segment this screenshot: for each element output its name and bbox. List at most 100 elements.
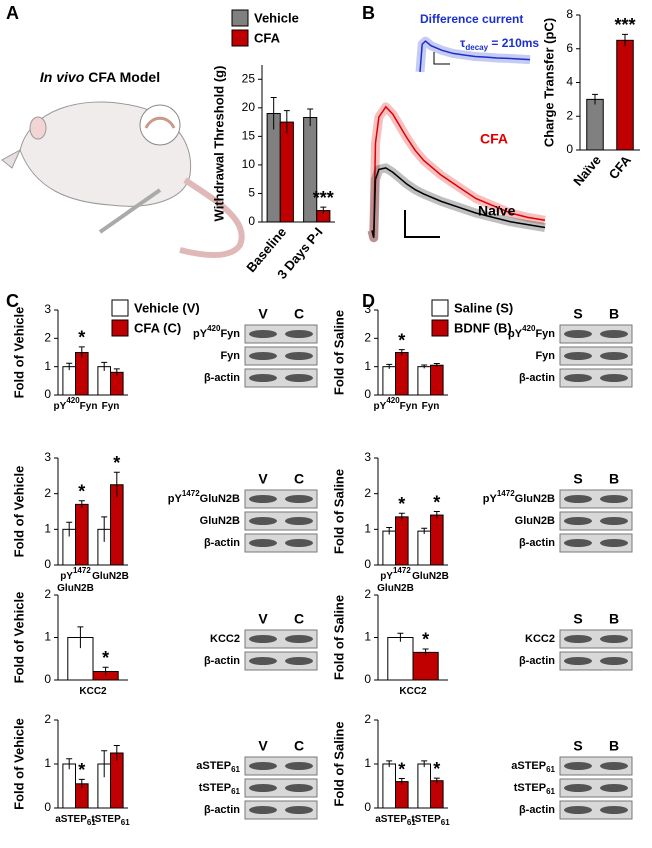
y-axis-label: Fold of Vehicle — [11, 592, 26, 684]
legend-swatch — [111, 319, 129, 337]
blot-row-label-part: GluN2B — [200, 515, 240, 527]
bar — [586, 98, 604, 151]
error-bar — [101, 750, 108, 778]
blot-strip — [559, 511, 633, 531]
bar — [62, 763, 77, 809]
blot-band — [249, 330, 277, 338]
error-bar — [78, 346, 85, 359]
blot-band — [285, 517, 313, 525]
blot-row-label-part: Fyn — [220, 328, 240, 340]
y-tick-label: 3 — [44, 302, 51, 316]
title-italic: In vivo — [40, 69, 85, 85]
significance: * — [433, 759, 440, 779]
bar — [430, 780, 444, 809]
y-tick-label: 2 — [364, 331, 371, 345]
y-tick-label: 5 — [248, 186, 255, 200]
rat-illustration: In vivo CFA Model — [1, 69, 245, 258]
blot-band — [564, 762, 592, 770]
error-bar — [398, 778, 405, 785]
significance: *** — [614, 15, 635, 35]
rat-nose — [1, 148, 22, 169]
y-tick-label: 2 — [566, 108, 573, 122]
legend-swatch — [431, 319, 449, 337]
error-bar — [101, 516, 108, 542]
blot-row-label-part: Fyn — [535, 328, 555, 340]
blot-row-label-part: 420 — [207, 324, 221, 333]
bar — [382, 763, 396, 809]
blot-row-label-part: β-actin — [519, 372, 555, 384]
significance: * — [398, 759, 405, 779]
x-tick-label-part: pY — [60, 571, 73, 582]
x-tick-label: GluN2B — [377, 583, 414, 594]
bar — [382, 366, 396, 396]
blot-row-label-part: tSTEP — [514, 782, 546, 794]
error-bar — [397, 632, 404, 642]
blot-row-label: KCC2 — [525, 633, 555, 645]
lane-label: B — [609, 471, 619, 487]
error-bar — [433, 363, 440, 367]
blot-strip — [559, 346, 633, 366]
legend-label: Vehicle — [254, 10, 299, 25]
lane-label: S — [573, 611, 582, 627]
inset-circle — [139, 104, 181, 146]
blot-strip — [244, 800, 318, 820]
blot-row-label-part: KCC2 — [210, 633, 240, 645]
significance: * — [78, 328, 85, 348]
bar — [266, 113, 281, 223]
bar — [417, 763, 431, 809]
blot-band — [600, 374, 628, 382]
blot-row-label-part: KCC2 — [525, 633, 555, 645]
blot-strip — [559, 368, 633, 388]
y-axis-label: Fold of Vehicle — [11, 307, 26, 399]
blot-band — [249, 352, 277, 360]
x-tick-label-part: pY — [374, 401, 387, 412]
x-tick-label: KCC2 — [399, 686, 427, 697]
annotation-part: = 210ms — [488, 36, 539, 50]
blot-band — [285, 762, 313, 770]
x-tick-label: pY420Fyn — [54, 396, 98, 412]
significance: *** — [313, 188, 334, 208]
blot-band — [249, 806, 277, 814]
y-axis-label: Fold of Vehicle — [11, 718, 26, 810]
blot-row-label-part: β-actin — [204, 372, 240, 384]
lane-label: B — [609, 306, 619, 322]
blot-row-label: β-actin — [204, 655, 240, 667]
bar — [395, 516, 409, 566]
error-bar — [78, 500, 85, 508]
blot-row-label-part: pY — [508, 328, 523, 340]
y-axis-label: Fold of Saline — [331, 721, 346, 806]
error-bar — [386, 363, 393, 369]
blot-band — [285, 635, 313, 643]
bar — [279, 121, 294, 223]
lane-label: S — [573, 738, 582, 754]
error-bar — [102, 666, 109, 676]
blot-row-label-part: β-actin — [204, 804, 240, 816]
blot-row-label-part: β-actin — [519, 655, 555, 667]
y-axis-label: Charge Transfer (pC) — [541, 18, 556, 147]
x-tick-label-part: GluN2B — [412, 571, 449, 582]
x-tick-label: pY1472 — [380, 566, 411, 582]
x-tick-label-part: pY — [54, 401, 67, 412]
error-bar — [307, 108, 314, 127]
blot-row-label: pY1472GluN2B — [168, 489, 240, 505]
blot-band — [285, 374, 313, 382]
y-tick-label: 0 — [364, 387, 371, 401]
bar — [62, 366, 77, 396]
bar — [110, 752, 124, 809]
y-tick-label: 0 — [364, 557, 371, 571]
blot-row-label-part: 61 — [546, 787, 555, 796]
blot-row-label-part: β-actin — [519, 804, 555, 816]
x-tick-label: tSTEP61 — [411, 814, 450, 827]
bar — [616, 39, 634, 151]
blot-strip — [244, 511, 318, 531]
y-tick-label: 0 — [44, 557, 51, 571]
blot-strip — [559, 778, 633, 798]
error-bar — [113, 471, 120, 498]
trace — [371, 105, 546, 238]
blot-strip — [559, 324, 633, 344]
blot-row-label-part: β-actin — [204, 537, 240, 549]
blot-row-label-part: Fyn — [535, 350, 555, 362]
error-bar — [592, 93, 598, 105]
legend-label: Saline (S) — [454, 300, 513, 315]
y-axis-label: Fold of Vehicle — [11, 466, 26, 558]
